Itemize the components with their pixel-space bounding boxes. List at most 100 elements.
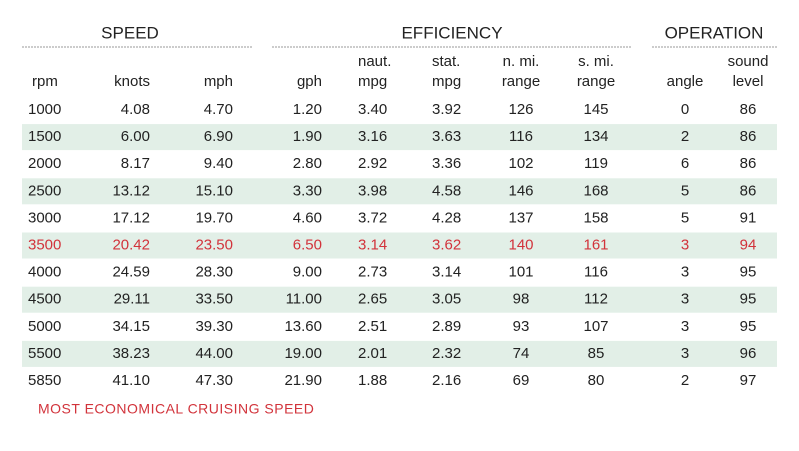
row-stripe [22,232,777,259]
cell: 145 [583,101,608,118]
cell: 3.05 [432,291,461,308]
cell: 44.00 [195,345,233,362]
cell: 13.12 [112,182,150,199]
column-header: level [733,73,764,90]
cell: 5 [681,209,689,226]
cell: 101 [508,264,533,281]
cell: 3000 [28,209,61,226]
cell: 2 [681,128,689,145]
cell: 6.00 [121,128,150,145]
cell: 11.00 [286,291,322,308]
cell: 116 [509,128,533,145]
cell: 34.15 [112,318,150,335]
column-header: stat. [432,53,460,70]
cell: 39.30 [195,318,233,335]
cell: 86 [740,101,757,118]
cell: 6.50 [293,236,322,253]
cell: 13.60 [284,318,322,335]
cell: 38.23 [112,345,150,362]
cell: 17.12 [112,209,150,226]
row-stripe [22,340,777,367]
column-header: angle [667,73,704,90]
cell: 74 [513,345,530,362]
cell: 2000 [28,155,61,172]
cell: 86 [740,128,757,145]
cell: 15.10 [195,182,233,199]
row-stripe [22,124,777,151]
cell: 102 [508,155,533,172]
cell: 2.65 [358,291,387,308]
cell: 3 [681,264,689,281]
cell: 91 [740,209,757,226]
cell: 2.73 [358,264,387,281]
cell: 47.30 [195,372,233,389]
cell: 95 [740,291,757,308]
column-header: n. mi. [503,53,540,70]
cell: 4.28 [432,209,461,226]
cell: 5 [681,182,689,199]
cell: 80 [588,372,605,389]
cell: 20.42 [112,236,150,253]
column-header: rpm [32,73,58,90]
cell: 3 [681,236,689,253]
cell: 0 [681,101,689,118]
cell: 140 [508,236,533,253]
group-header: SPEED [101,23,159,42]
cell: 9.40 [204,155,233,172]
cell: 2.51 [358,318,387,335]
cell: 2.80 [293,155,322,172]
cell: 94 [740,236,757,253]
column-header: naut. [358,53,391,70]
cell: 9.00 [293,264,322,281]
cell: 19.70 [195,209,233,226]
footnote: MOST ECONOMICAL CRUISING SPEED [38,401,314,417]
cell: 2.89 [432,318,461,335]
cell: 3.14 [358,236,387,253]
cell: 107 [583,318,608,335]
cell: 3500 [28,236,61,253]
cell: 3 [681,318,689,335]
cell: 2.16 [432,372,461,389]
cell: 6 [681,155,689,172]
cell: 3.72 [358,209,387,226]
cell: 86 [740,155,757,172]
cell: 33.50 [195,291,233,308]
cell: 1.20 [293,101,322,118]
cell: 5000 [28,318,61,335]
cell: 95 [740,264,757,281]
cell: 2 [681,372,689,389]
cell: 158 [583,209,608,226]
column-header: range [577,73,615,90]
cell: 6.90 [204,128,233,145]
column-header: gph [297,73,322,90]
cell: 2500 [28,182,61,199]
column-header: mpg [358,73,387,90]
cell: 5500 [28,345,61,362]
cell: 1.88 [358,372,387,389]
cell: 3.40 [358,101,387,118]
cell: 3.98 [358,182,387,199]
cell: 4000 [28,264,61,281]
column-header: knots [114,73,150,90]
cell: 1000 [28,101,61,118]
cell: 85 [588,345,605,362]
cell: 4.60 [293,209,322,226]
cell: 134 [583,128,608,145]
cell: 3 [681,291,689,308]
row-stripe [22,178,777,205]
cell: 97 [740,372,757,389]
cell: 19.00 [284,345,322,362]
column-header: range [502,73,540,90]
cell: 3.36 [432,155,461,172]
cell: 86 [740,182,757,199]
cell: 24.59 [112,264,150,281]
cell: 4.70 [204,101,233,118]
cell: 3.14 [432,264,461,281]
cell: 161 [583,236,608,253]
cell: 95 [740,318,757,335]
cell: 3 [681,345,689,362]
cell: 28.30 [195,264,233,281]
cell: 3.62 [432,236,461,253]
group-header: EFFICIENCY [401,23,502,42]
